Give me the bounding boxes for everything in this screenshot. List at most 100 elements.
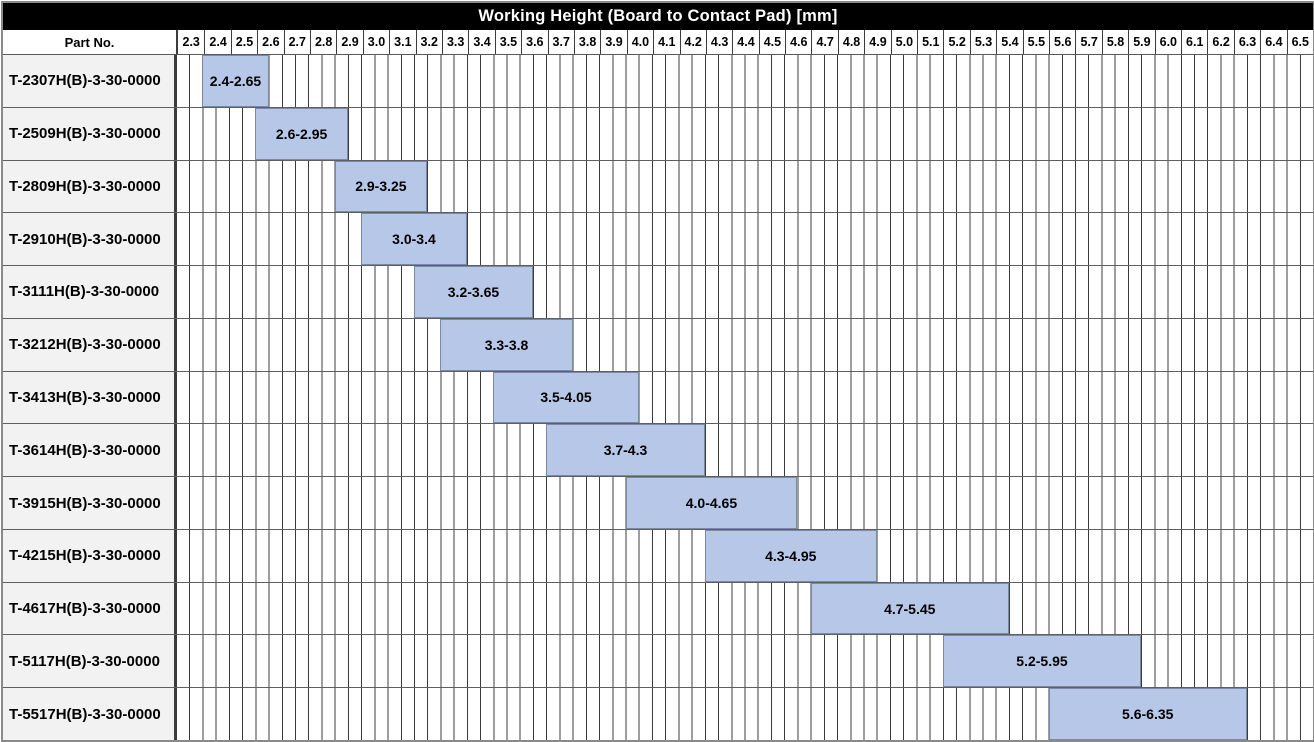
- scale-tick-label: 4.2: [679, 30, 706, 54]
- working-height-range-bar: 4.3-4.95: [704, 529, 877, 582]
- range-bar-label: 5.6-6.35: [1122, 706, 1174, 723]
- scale-tick-label: 6.4: [1260, 30, 1286, 54]
- scale-tick-label: 6.0: [1154, 30, 1181, 54]
- working-height-range-bar: 5.2-5.95: [942, 635, 1142, 688]
- part-number-cell: T-2910H(B)-3-30-0000: [3, 213, 176, 266]
- scale-track: 4.0-4.65: [176, 477, 1313, 529]
- working-height-range-bar: 3.5-4.05: [493, 371, 639, 424]
- working-height-range-bar: 4.7-5.45: [810, 582, 1009, 635]
- scale-tick-label: 4.0: [626, 30, 653, 54]
- scale-tick-label: 5.3: [969, 30, 996, 54]
- part-number-cell: T-4617H(B)-3-30-0000: [3, 582, 176, 635]
- scale-tick-label: 6.1: [1181, 30, 1207, 54]
- scale-track: 4.7-5.45: [176, 582, 1313, 635]
- scale-tick-label: 4.3: [705, 30, 732, 54]
- table-row: T-3614H(B)-3-30-0000 3.7-4.3: [3, 423, 1313, 477]
- part-number-cell: T-2809H(B)-3-30-0000: [3, 160, 176, 213]
- part-number-cell: T-4215H(B)-3-30-0000: [3, 529, 176, 582]
- range-bar-label: 3.3-3.8: [484, 336, 529, 353]
- scale-tick-label: 2.7: [283, 30, 310, 54]
- table-row: T-4215H(B)-3-30-0000 4.3-4.95: [3, 528, 1313, 582]
- table-row: T-3111H(B)-3-30-0000 3.2-3.65: [3, 265, 1313, 318]
- table-row: T-3915H(B)-3-30-0000 4.0-4.65: [3, 476, 1313, 529]
- table-row: T-2307H(B)-3-30-0000 2.4-2.65: [3, 55, 1313, 107]
- scale-tick-label: 4.7: [811, 30, 837, 54]
- scale-tick-label: 2.9: [336, 30, 362, 54]
- working-height-range-bar: 3.0-3.4: [361, 213, 467, 266]
- scale-tick-label: 5.1: [917, 30, 943, 54]
- scale-tick-label: 5.7: [1075, 30, 1101, 54]
- part-number-cell: T-2307H(B)-3-30-0000: [3, 55, 176, 107]
- working-height-range-bar: 2.9-3.25: [334, 160, 428, 213]
- range-bar-label: 4.7-5.45: [884, 600, 936, 617]
- scale-track: 2.6-2.95: [176, 107, 1313, 160]
- chart-rows: T-2307H(B)-3-30-0000 2.4-2.65 T-2509H(B)-3…: [3, 55, 1313, 740]
- scale-track: 5.6-6.35: [176, 688, 1313, 740]
- scale-tick-label: 3.6: [521, 30, 547, 54]
- working-height-range-bar: 5.6-6.35: [1048, 688, 1247, 740]
- table-row: T-5517H(B)-3-30-0000 5.6-6.35: [3, 687, 1313, 740]
- scale-tick-label: 3.5: [494, 30, 521, 54]
- scale-tick-label: 4.8: [837, 30, 864, 54]
- scale-tick-label: 4.5: [758, 30, 785, 54]
- range-bar-label: 4.3-4.95: [765, 547, 817, 564]
- table-row: T-3413H(B)-3-30-0000 3.5-4.05: [3, 370, 1313, 424]
- range-bar-label: 3.7-4.3: [603, 442, 648, 459]
- part-number-cell: T-2509H(B)-3-30-0000: [3, 107, 176, 160]
- range-bar-label: 3.0-3.4: [392, 231, 436, 248]
- scale-tick-label: 4.9: [864, 30, 890, 54]
- range-bar-label: 5.2-5.95: [1016, 653, 1068, 670]
- scale-tick-label: 5.5: [1022, 30, 1049, 54]
- scale-tick-label: 4.6: [785, 30, 811, 54]
- scale-tick-label: 4.4: [732, 30, 758, 54]
- scale-tick-label: 3.7: [547, 30, 574, 54]
- scale-track: 3.5-4.05: [176, 371, 1313, 424]
- scale-track: 5.2-5.95: [176, 635, 1313, 688]
- scale-tick-label: 5.8: [1101, 30, 1128, 54]
- scale-tick-label: 5.4: [996, 30, 1022, 54]
- working-height-range-bar: 3.2-3.65: [413, 266, 533, 318]
- table-row: T-2509H(B)-3-30-0000 2.6-2.95: [3, 106, 1313, 160]
- scale-tick-label: 3.4: [468, 30, 494, 54]
- scale-track: 3.7-4.3: [176, 424, 1313, 477]
- range-bar-label: 2.6-2.95: [275, 125, 328, 142]
- scale-track: 3.3-3.8: [176, 318, 1313, 371]
- working-height-range-bar: 2.4-2.65: [202, 55, 269, 107]
- scale-tick-label: 4.1: [653, 30, 679, 54]
- range-bar-label: 3.2-3.65: [447, 283, 500, 300]
- part-number-cell: T-5517H(B)-3-30-0000: [3, 688, 176, 740]
- part-number-cell: T-3111H(B)-3-30-0000: [3, 266, 176, 318]
- part-number-cell: T-5117H(B)-3-30-0000: [3, 635, 176, 688]
- scale-tick-label: 2.4: [204, 30, 230, 54]
- scale-tick-label: 6.3: [1233, 30, 1260, 54]
- part-number-cell: T-3413H(B)-3-30-0000: [3, 371, 176, 424]
- scale-track: 3.2-3.65: [176, 266, 1313, 318]
- scale-tick-label: 3.9: [600, 30, 626, 54]
- scale-track: 3.0-3.4: [176, 213, 1313, 266]
- range-bar-label: 2.9-3.25: [355, 178, 407, 195]
- range-bar-label: 4.0-4.65: [685, 495, 738, 511]
- scale-tick-label: 2.6: [257, 30, 283, 54]
- working-height-range-bar: 4.0-4.65: [625, 477, 798, 529]
- table-row: T-2809H(B)-3-30-0000 2.9-3.25: [3, 159, 1313, 213]
- scale-tick-label: 3.2: [415, 30, 442, 54]
- scale-tick-label: 2.8: [309, 30, 336, 54]
- scale-tick-label: 5.2: [943, 30, 969, 54]
- part-no-column-header: Part No.: [3, 30, 178, 54]
- scale-tick-label: 6.5: [1286, 30, 1313, 54]
- scale-tick-labels: 2.3 2.4 2.5 2.6 2.7 2.8 2.9 3.0 3.1 3.2 3.3 3.4 3.5 3…: [178, 30, 1313, 54]
- scale-track: 2.9-3.25: [176, 160, 1313, 213]
- table-row: T-5117H(B)-3-30-0000 5.2-5.95: [3, 634, 1313, 688]
- scale-tick-label: 6.2: [1207, 30, 1233, 54]
- scale-tick-label: 3.1: [389, 30, 415, 54]
- working-height-range-bar: 2.6-2.95: [255, 107, 348, 160]
- range-bar-label: 3.5-4.05: [540, 389, 592, 406]
- working-height-range-bar: 3.7-4.3: [546, 424, 705, 477]
- range-bar-label: 2.4-2.65: [209, 72, 262, 89]
- working-height-range-bar: 3.3-3.8: [440, 318, 573, 371]
- scale-tick-label: 5.0: [890, 30, 917, 54]
- table-row: T-4617H(B)-3-30-0000 4.7-5.45: [3, 581, 1313, 635]
- table-row: T-3212H(B)-3-30-0000 3.3-3.8: [3, 317, 1313, 371]
- part-number-cell: T-3212H(B)-3-30-0000: [3, 318, 176, 371]
